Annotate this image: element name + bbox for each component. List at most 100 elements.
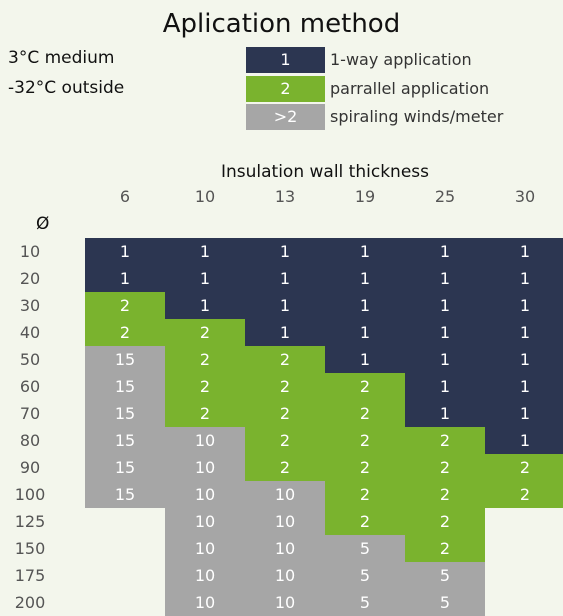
heatmap-cell: 15 [85,454,165,481]
heatmap-cell: 2 [485,454,563,481]
heatmap-cell: 10 [245,535,325,562]
heatmap-cell: 1 [165,238,245,265]
row-header: 10 [19,242,41,261]
heatmap-cell: 1 [245,265,325,292]
heatmap-cell: 2 [325,400,405,427]
row-header: 70 [19,404,41,423]
heatmap-cell: 10 [245,562,325,589]
heatmap-cell: 1 [405,319,485,346]
heatmap-cell: 15 [85,400,165,427]
heatmap-cell: 10 [165,562,245,589]
outside-temperature: -32°C outside [8,78,125,98]
heatmap-cell: 2 [165,319,245,346]
column-header: 10 [194,187,216,206]
heatmap-cell: 1 [325,346,405,373]
heatmap-cell: 2 [405,454,485,481]
row-header: 100 [14,485,46,504]
row-header: 60 [19,377,41,396]
heatmap-cell: 1 [85,238,165,265]
column-header: 25 [434,187,456,206]
heatmap-cell: 1 [325,265,405,292]
heatmap-cell: 1 [485,292,563,319]
heatmap-cell: 2 [405,535,485,562]
heatmap-cell: 1 [405,346,485,373]
heatmap-cell: 2 [245,400,325,427]
heatmap-cell: 2 [165,400,245,427]
heatmap-cell: 5 [405,562,485,589]
heatmap-cell: 2 [405,481,485,508]
heatmap-cell: 15 [85,427,165,454]
heatmap-cell: 2 [325,373,405,400]
row-header: 125 [14,512,46,531]
heatmap-cell: 10 [245,481,325,508]
y-axis-title: Ø [36,214,50,234]
row-header: 30 [19,296,41,315]
legend-label-gt2: spiraling winds/meter [330,107,504,126]
heatmap-cell: 10 [165,535,245,562]
heatmap-cell: 1 [405,292,485,319]
column-header: 19 [354,187,376,206]
legend-swatch-gt2: >2 [246,104,325,130]
column-header: 6 [119,187,131,206]
medium-temperature: 3°C medium [8,48,115,68]
heatmap-cell: 1 [485,400,563,427]
heatmap-cell: 2 [325,481,405,508]
heatmap-cell: 2 [485,481,563,508]
heatmap-cell: 10 [165,481,245,508]
heatmap-cell: 2 [245,454,325,481]
heatmap-cell: 1 [325,292,405,319]
column-header: 30 [514,187,536,206]
heatmap-cell: 1 [325,319,405,346]
heatmap-cell: 1 [405,238,485,265]
heatmap-cell: 15 [85,481,165,508]
heatmap-cell: 1 [165,265,245,292]
heatmap-cell: 1 [485,346,563,373]
heatmap-cell: 1 [165,292,245,319]
heatmap-cell: 1 [405,400,485,427]
row-header: 20 [19,269,41,288]
heatmap-cell: 1 [485,238,563,265]
heatmap-cell: 2 [325,508,405,535]
heatmap-cell: 10 [245,508,325,535]
heatmap-cell: 2 [325,427,405,454]
row-header: 150 [14,539,46,558]
heatmap-cell: 1 [325,238,405,265]
heatmap-cell: 2 [325,454,405,481]
heatmap-cell: 1 [85,265,165,292]
heatmap-cell: 2 [245,346,325,373]
column-header: 13 [274,187,296,206]
heatmap-cell: 2 [245,373,325,400]
heatmap-cell: 15 [85,373,165,400]
heatmap-cell: 1 [245,319,325,346]
x-axis-title: Insulation wall thickness [220,162,429,182]
heatmap-cell: 10 [165,427,245,454]
heatmap-cell: 10 [165,508,245,535]
row-header: 40 [19,323,41,342]
heatmap-cell: 1 [485,373,563,400]
heatmap-cell: 2 [245,427,325,454]
row-header: 90 [19,458,41,477]
heatmap-cell: 1 [405,373,485,400]
heatmap-cell: 2 [165,346,245,373]
heatmap-cell: 1 [405,265,485,292]
heatmap-cell: 5 [325,562,405,589]
heatmap-cell: 1 [485,265,563,292]
legend-swatch-1: 1 [246,47,325,73]
chart-title: Aplication method [162,9,401,39]
legend-label-1: 1-way application [330,50,472,69]
heatmap-cell: 5 [325,535,405,562]
row-header: 175 [14,566,46,585]
legend-swatch-2: 2 [246,76,325,102]
heatmap-cell: 1 [485,427,563,454]
heatmap-cell: 2 [165,373,245,400]
row-header: 50 [19,350,41,369]
heatmap-cell: 10 [165,454,245,481]
heatmap-cell: 1 [485,319,563,346]
row-header: 80 [19,431,41,450]
legend-label-2: parrallel application [330,79,490,98]
heatmap-cell: 2 [405,427,485,454]
heatmap-cell: 1 [245,292,325,319]
heatmap-cell: 15 [85,346,165,373]
heatmap-cell: 1 [245,238,325,265]
row-header: 200 [14,593,46,612]
